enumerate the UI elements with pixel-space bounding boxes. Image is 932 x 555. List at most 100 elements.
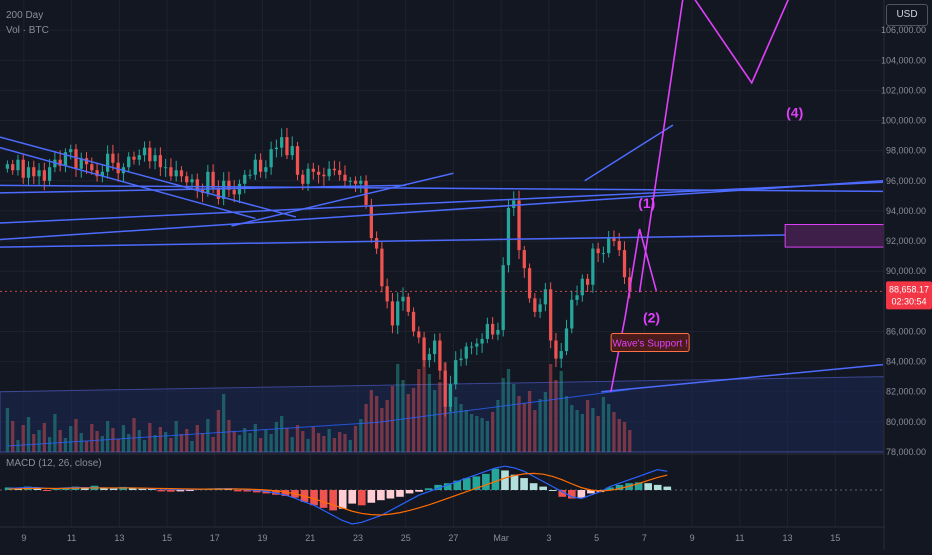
- volume-bar: [585, 400, 590, 452]
- trendline: [0, 184, 406, 194]
- volume-bar: [127, 434, 131, 452]
- candle-body: [496, 329, 500, 335]
- macd-histogram-bar: [415, 490, 423, 492]
- candle-body: [485, 323, 490, 339]
- indicator-legend[interactable]: 200 Day: [6, 10, 44, 21]
- candle-body: [385, 286, 389, 302]
- candle-body: [137, 155, 141, 160]
- volume-bar: [385, 400, 389, 452]
- macd-histogram-bar: [310, 490, 318, 506]
- candle-body: [374, 238, 379, 249]
- volume-bar: [607, 404, 611, 452]
- candle-body: [559, 351, 563, 359]
- trendlines[interactable]: [0, 124, 884, 393]
- price-tick-label: 92,000.00: [886, 236, 926, 246]
- elliott-wave[interactable]: (1) (2) (4) Wave's Support !: [610, 0, 908, 392]
- macd-histogram-bar: [176, 490, 185, 492]
- candle-body: [47, 167, 52, 181]
- volume-bar: [232, 431, 236, 452]
- candle-body: [596, 248, 600, 254]
- macd-histogram-bar: [33, 488, 42, 490]
- volume-bar: [427, 374, 431, 452]
- candle-body: [390, 301, 395, 326]
- time-tick-label: 13: [783, 533, 793, 543]
- macd-histogram-bar: [243, 490, 252, 492]
- candle-body: [258, 159, 263, 172]
- candle-body: [90, 164, 94, 171]
- volume-bar: [32, 434, 36, 452]
- candle-body: [206, 171, 210, 193]
- candle-body: [111, 153, 115, 163]
- candle-body: [438, 340, 442, 371]
- volume-bar: [322, 436, 326, 452]
- candle-body: [564, 328, 569, 352]
- price-tick-label: 100,000.00: [881, 116, 926, 126]
- volume-bar: [390, 386, 395, 452]
- candles: [5, 127, 632, 417]
- volume-bar: [612, 412, 616, 452]
- macd-histogram-bar: [272, 490, 280, 495]
- volume-bar: [237, 435, 242, 452]
- volume-bars: [5, 357, 632, 452]
- macd-histogram-bar: [157, 490, 166, 492]
- macd-histogram-bar: [567, 490, 576, 499]
- volume-bar: [100, 436, 104, 452]
- trendline: [0, 232, 884, 248]
- volume-bar: [417, 369, 421, 452]
- time-tick-label: Mar: [493, 533, 509, 543]
- volume-bar: [564, 396, 569, 452]
- wave-label: (4): [786, 105, 803, 121]
- volume-bar: [74, 419, 78, 452]
- candle-body: [396, 301, 400, 326]
- macd-histogram-bar: [100, 487, 108, 490]
- macd-histogram-bar: [81, 487, 89, 490]
- candle-body: [63, 152, 68, 166]
- macd-histogram-bar: [472, 476, 481, 490]
- volume-bar: [448, 384, 453, 452]
- candle-body: [148, 147, 152, 162]
- candle-body: [105, 153, 110, 172]
- currency-button[interactable]: USD: [886, 4, 928, 26]
- volume-bar: [280, 416, 284, 452]
- candle-body: [26, 167, 31, 178]
- trendline: [601, 363, 884, 393]
- candle-body: [422, 337, 426, 361]
- volume-bar: [105, 421, 110, 452]
- trendline: [231, 172, 454, 227]
- volume-bar: [90, 424, 94, 452]
- volume-bar: [316, 433, 321, 452]
- volume-bar: [527, 391, 532, 452]
- price-tick-label: 84,000.00: [886, 357, 926, 367]
- volume-bar: [485, 421, 490, 452]
- macd-histogram-bar: [529, 483, 538, 490]
- volume-bar: [374, 396, 379, 452]
- price-tick-label: 86,000.00: [886, 326, 926, 336]
- macd-histogram-bar: [367, 490, 376, 503]
- macd-histogram-bar: [453, 480, 462, 490]
- volume-bar: [438, 382, 442, 452]
- candle-body: [475, 343, 479, 347]
- volume-bar: [264, 430, 268, 452]
- volume-bar: [53, 414, 57, 452]
- candle-body: [95, 170, 99, 177]
- candle-body: [380, 248, 384, 287]
- candle-body: [280, 137, 284, 148]
- candle-body: [448, 384, 453, 407]
- volume-legend[interactable]: Vol · BTC: [6, 25, 49, 36]
- candle-body: [158, 155, 163, 168]
- macd-signal-line: [8, 472, 668, 516]
- macd-histogram-bar: [663, 486, 672, 490]
- candle-body: [601, 253, 606, 255]
- volume-bar: [580, 414, 584, 452]
- macd-histogram-bar: [52, 488, 61, 490]
- time-tick-label: 9: [690, 533, 695, 543]
- volume-bar: [227, 420, 231, 452]
- wave-label: (2): [643, 309, 660, 325]
- time-tick-label: 13: [114, 533, 124, 543]
- price-axis[interactable]: 2,000.000.00-2,000.00106,000.00104,000.0…: [881, 0, 932, 550]
- candle-body: [264, 167, 268, 172]
- time-axis[interactable]: 9 11 13 15 17 19 21 23 25 27 Mar 3 5 7 9 11 13 15: [0, 526, 884, 543]
